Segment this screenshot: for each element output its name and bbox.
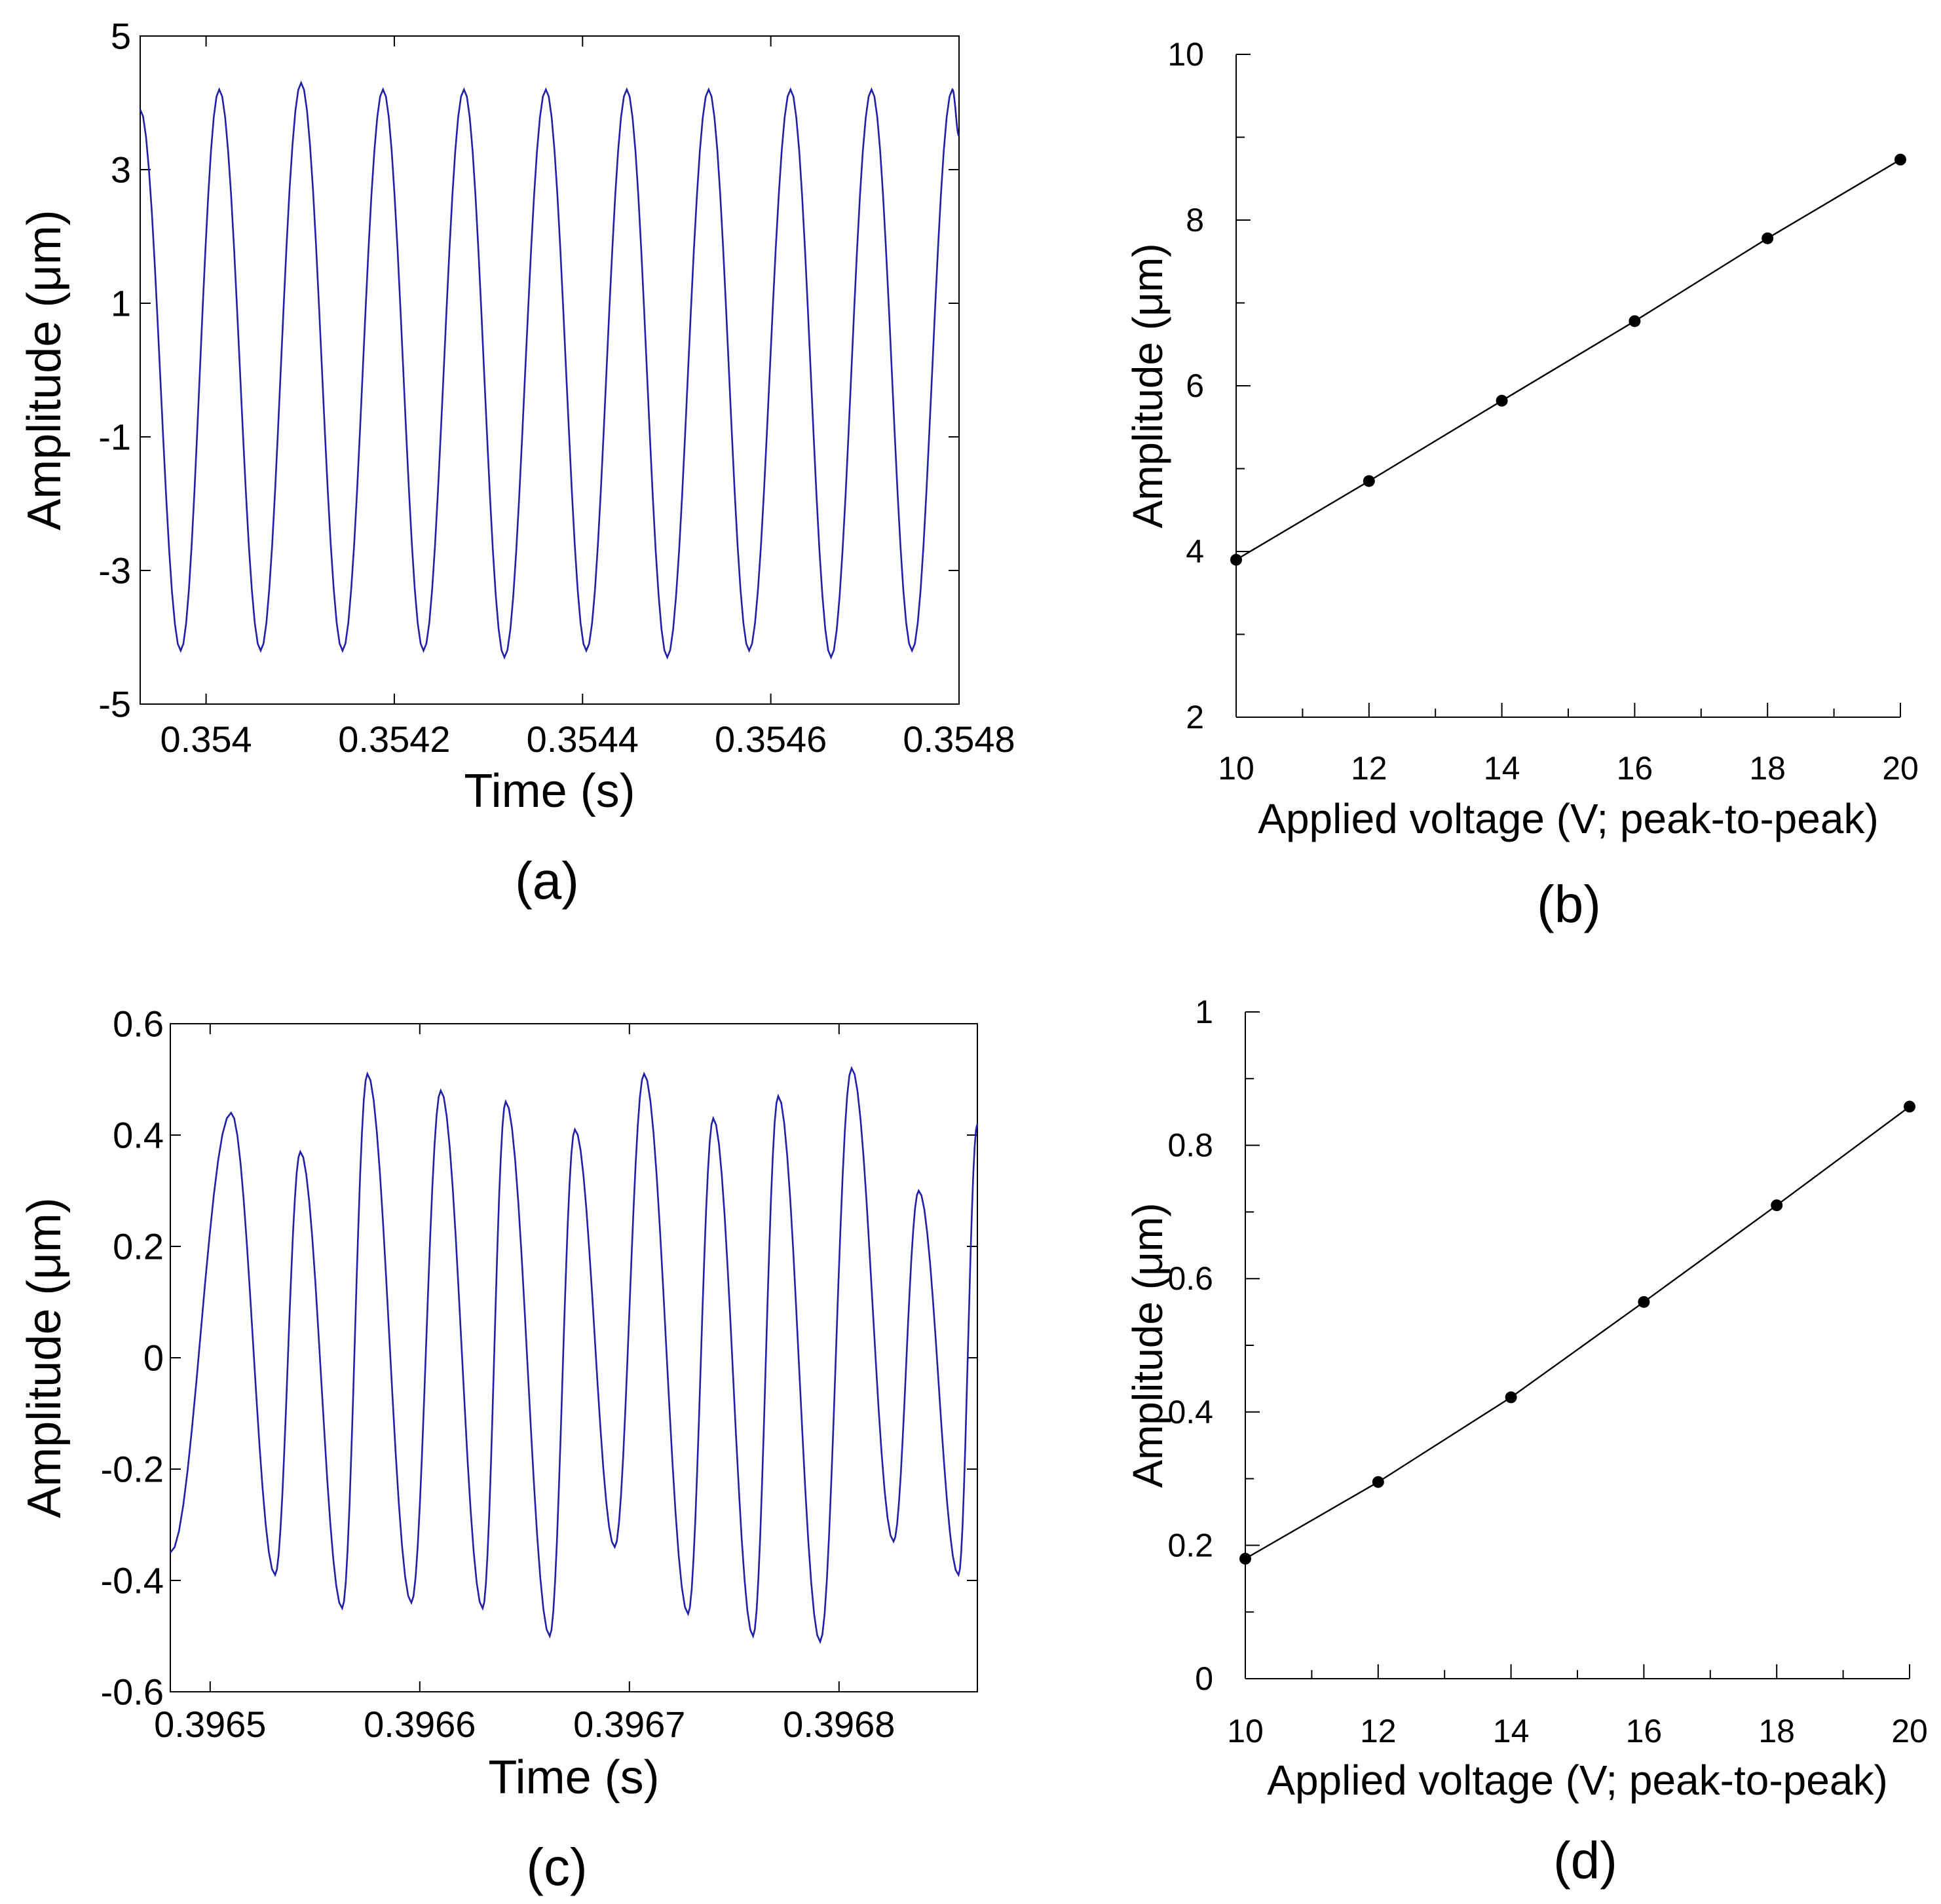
data-point-d — [1638, 1296, 1650, 1308]
chart-panel-a: -5 -3 -1 1 3 5 0.354 0.3542 0.3544 0.3546 0.3548 Ti… — [18, 16, 1015, 910]
y-tick-label-c: -0.2 — [101, 1449, 164, 1490]
y-tick-label-a: -5 — [98, 684, 131, 725]
y-tick-label-b: 8 — [1186, 202, 1204, 238]
x-tick-label-b: 20 — [1882, 750, 1919, 787]
y-tick-label-a: 1 — [111, 283, 131, 324]
data-point-b — [1894, 153, 1906, 166]
y-tick-label-b: 6 — [1186, 367, 1204, 404]
y-tick-label-d: 0.8 — [1167, 1127, 1213, 1164]
y-tick-label-d: 0.6 — [1167, 1260, 1213, 1297]
x-tick-label-b: 10 — [1218, 750, 1254, 787]
x-tick-label-c: 0.3967 — [573, 1704, 685, 1745]
y-tick-label-c: -0.6 — [101, 1671, 164, 1713]
y-axis-title-c: Amplitude (μm) — [18, 1197, 71, 1518]
x-tick-label-a: 0.354 — [160, 719, 252, 760]
data-point-b — [1363, 475, 1375, 487]
x-tick-label-c: 0.3966 — [364, 1704, 476, 1745]
data-point-d — [1771, 1199, 1783, 1212]
x-axis-title-b: Applied voltage (V; peak-to-peak) — [1258, 795, 1879, 842]
y-tick-label-a: 5 — [111, 16, 131, 57]
x-tick-label-b: 18 — [1749, 750, 1786, 787]
x-tick-label-d: 14 — [1493, 1713, 1530, 1749]
y-tick-label-c: 0.2 — [113, 1226, 164, 1267]
y-tick-label-d: 0.2 — [1167, 1527, 1213, 1563]
data-point-b — [1629, 315, 1641, 327]
x-tick-label-c: 0.3965 — [154, 1704, 266, 1745]
signal-line-c — [169, 1066, 979, 1645]
plot-frame-c — [170, 1023, 978, 1692]
x-tick-label-d: 16 — [1626, 1713, 1663, 1749]
data-point-d — [1372, 1476, 1384, 1488]
y-tick-label-b: 2 — [1186, 699, 1204, 736]
data-point-b — [1230, 553, 1242, 566]
y-tick-label-a: -1 — [98, 417, 131, 458]
y-tick-label-c: -0.4 — [101, 1560, 164, 1601]
y-tick-label-c: 0.6 — [113, 1003, 164, 1045]
data-point-d — [1904, 1100, 1915, 1113]
y-tick-label-c: 0.4 — [113, 1115, 164, 1156]
panel-label-b: (b) — [1537, 875, 1601, 933]
y-tick-label-c: 0 — [143, 1337, 164, 1379]
x-tick-label-b: 14 — [1484, 750, 1520, 787]
y-tick-label-a: -3 — [98, 550, 131, 591]
y-tick-label-d: 0.4 — [1167, 1394, 1213, 1430]
y-tick-label-b: 10 — [1167, 36, 1204, 73]
y-tick-label-b: 4 — [1186, 533, 1204, 570]
data-point-b — [1762, 232, 1774, 244]
y-tick-label-a: 3 — [111, 149, 131, 191]
series-line-b — [1235, 159, 1901, 561]
panel-label-a: (a) — [515, 851, 579, 910]
chart-panel-c: -0.6 -0.4 -0.2 0 0.2 0.4 0.6 0.3965 0.3966 0.3967… — [18, 1003, 979, 1896]
x-axis-title-c: Time (s) — [488, 1751, 659, 1804]
x-tick-label-a: 0.3546 — [715, 719, 827, 760]
panel-label-d: (d) — [1553, 1831, 1617, 1890]
x-axis-title-a: Time (s) — [464, 765, 635, 817]
x-tick-label-b: 16 — [1617, 750, 1653, 787]
x-axis-title-d: Applied voltage (V; peak-to-peak) — [1267, 1757, 1888, 1804]
panel-label-c: (c) — [526, 1838, 587, 1896]
data-point-b — [1496, 394, 1508, 407]
x-tick-label-c: 0.3968 — [783, 1704, 895, 1745]
plot-frame-a — [140, 35, 960, 705]
y-axis-title-d: Amplitude (μm) — [1124, 1203, 1171, 1487]
x-tick-label-a: 0.3544 — [527, 719, 639, 760]
x-tick-label-d: 20 — [1891, 1713, 1928, 1749]
data-point-d — [1505, 1391, 1517, 1404]
x-tick-label-a: 0.3548 — [903, 719, 1015, 760]
y-tick-label-d: 0 — [1195, 1660, 1213, 1697]
x-tick-label-d: 10 — [1227, 1713, 1264, 1749]
signal-line-a — [139, 80, 960, 660]
series-line-d — [1245, 1106, 1910, 1559]
data-point-d — [1239, 1552, 1251, 1565]
x-tick-label-b: 12 — [1351, 750, 1387, 787]
x-tick-label-a: 0.3542 — [338, 719, 450, 760]
y-axis-title-a: Amplitude (μm) — [18, 210, 71, 531]
y-tick-label-d: 1 — [1195, 994, 1213, 1030]
x-tick-label-d: 18 — [1758, 1713, 1795, 1749]
y-axis-title-b: Amplitude (μm) — [1124, 243, 1171, 528]
x-tick-label-d: 12 — [1360, 1713, 1397, 1749]
